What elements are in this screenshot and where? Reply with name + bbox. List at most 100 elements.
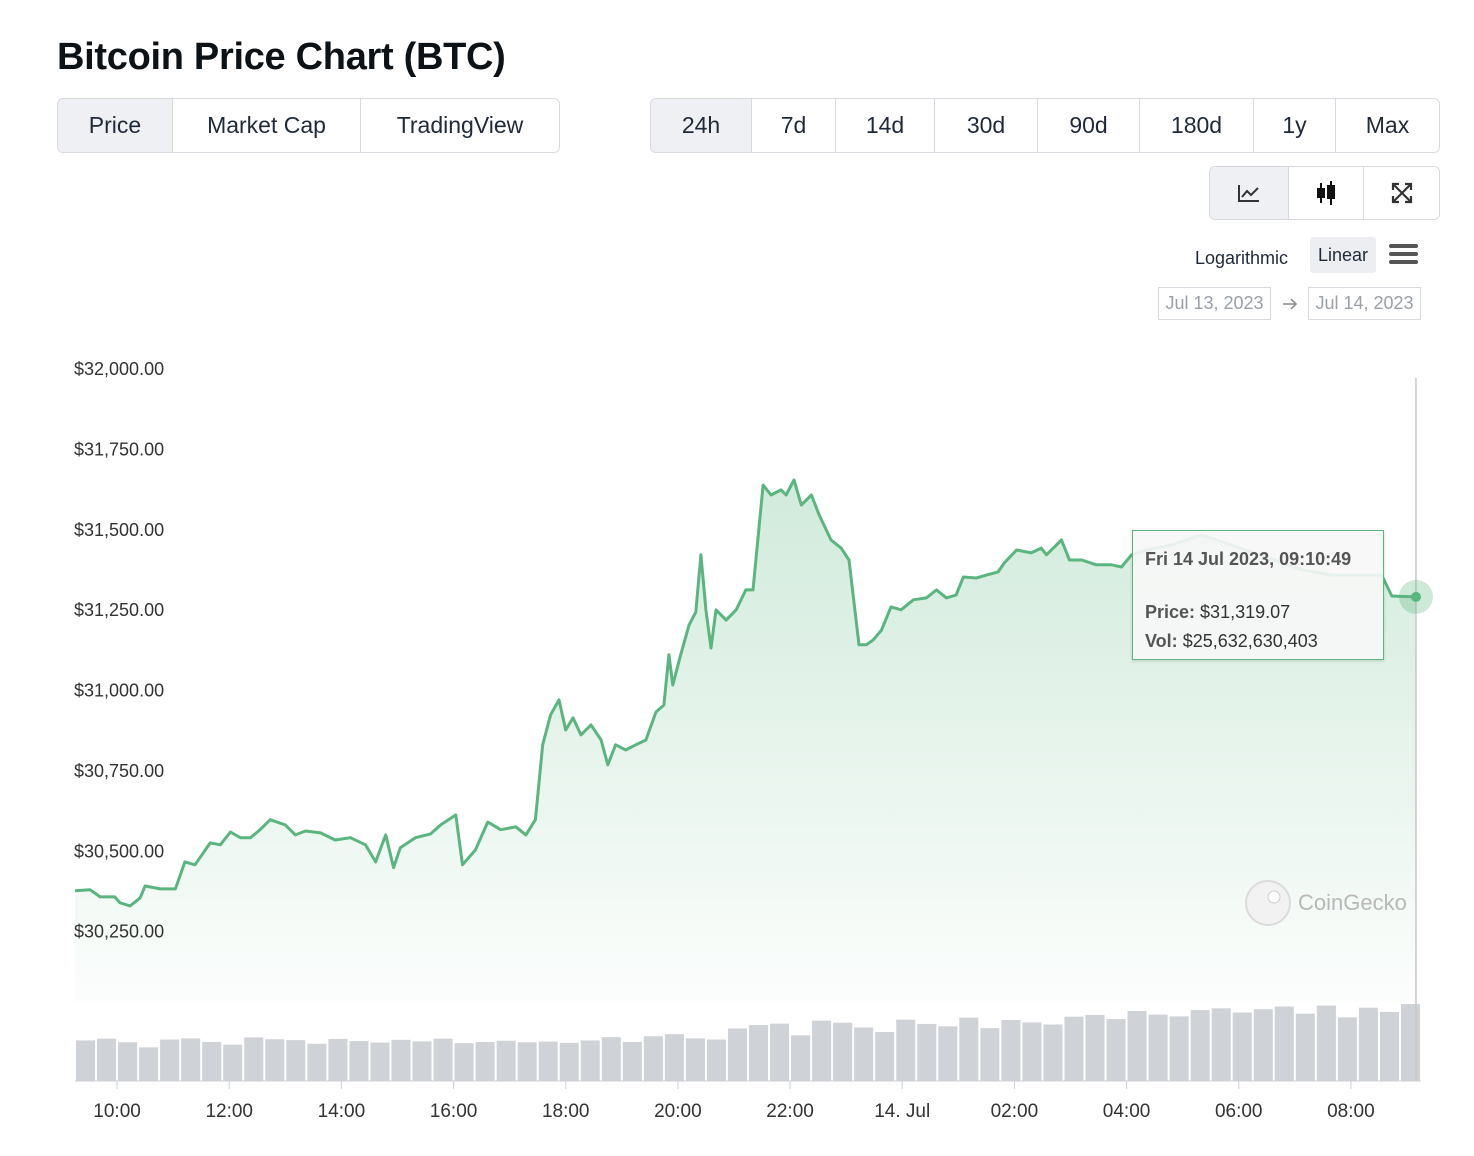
volume-bar — [1274, 1006, 1294, 1081]
range-button[interactable]: 180d — [1140, 99, 1254, 152]
watermark: CoinGecko — [1298, 890, 1407, 915]
volume-bar — [685, 1038, 705, 1081]
volume-bar — [1022, 1022, 1042, 1081]
volume-bar — [181, 1038, 201, 1081]
tooltip-price-row: Price: $31,319.07 — [1145, 602, 1371, 623]
volume-bar — [980, 1028, 1000, 1081]
y-tick-label: $31,500.00 — [74, 520, 164, 540]
tab-group: Price Market Cap TradingView — [57, 98, 560, 153]
tooltip-vol: $25,632,630,403 — [1182, 631, 1318, 651]
volume-bar — [244, 1037, 264, 1081]
volume-bar — [791, 1035, 811, 1081]
x-tick-label: 22:00 — [766, 1101, 814, 1122]
volume-bar — [1001, 1020, 1021, 1081]
menu-icon[interactable] — [1389, 243, 1419, 267]
range-button[interactable]: 7d — [752, 99, 836, 152]
volume-bar — [370, 1042, 390, 1081]
volume-bar — [854, 1027, 874, 1081]
volume-bar — [538, 1041, 558, 1081]
volume-bar — [833, 1022, 853, 1081]
volume-bar — [1169, 1016, 1189, 1081]
y-tick-label: $31,000.00 — [74, 681, 164, 701]
tooltip-price: $31,319.07 — [1200, 602, 1291, 622]
line-chart-button[interactable] — [1210, 167, 1289, 219]
tooltip-price-label: Price: — [1145, 602, 1196, 622]
volume-bar — [496, 1040, 516, 1081]
volume-bar — [959, 1017, 979, 1081]
volume-bar — [118, 1042, 138, 1081]
watermark-eye — [1267, 890, 1281, 904]
volume-bar — [580, 1040, 600, 1081]
range-button[interactable]: 90d — [1038, 99, 1140, 152]
range-button[interactable]: 30d — [935, 99, 1038, 152]
volume-bar — [307, 1043, 327, 1081]
volume-bar — [223, 1044, 243, 1081]
range-button[interactable]: 24h — [651, 99, 752, 152]
volume-bar — [601, 1037, 621, 1081]
volume-bar — [1211, 1008, 1231, 1081]
tooltip-vol-row: Vol: $25,632,630,403 — [1145, 631, 1371, 652]
y-tick-label: $32,000.00 — [74, 359, 164, 379]
expand-icon — [1391, 182, 1412, 204]
volume-bar — [812, 1020, 832, 1081]
y-tick-label: $30,500.00 — [74, 841, 164, 861]
volume-bar — [1064, 1016, 1084, 1081]
x-tick-label: 16:00 — [430, 1101, 478, 1122]
tooltip-date: Fri 14 Jul 2023, 09:10:49 — [1145, 549, 1352, 569]
date-from[interactable]: Jul 13, 2023 — [1158, 287, 1271, 320]
date-to[interactable]: Jul 14, 2023 — [1308, 287, 1421, 320]
candlestick-button[interactable] — [1289, 167, 1364, 219]
volume-bar — [1358, 1007, 1378, 1081]
range-group: 24h 7d 14d 30d 90d 180d 1y Max — [650, 98, 1440, 153]
watermark-logo — [1245, 880, 1291, 926]
x-tick-label: 08:00 — [1327, 1101, 1375, 1122]
x-tick-label: 14. Jul — [874, 1101, 930, 1122]
fullscreen-button[interactable] — [1364, 167, 1439, 219]
volume-bar — [412, 1041, 432, 1081]
log-option[interactable]: Logarithmic — [1195, 248, 1289, 268]
price-line — [74, 478, 1417, 908]
x-tick-label: 10:00 — [93, 1101, 141, 1122]
area — [75, 479, 1416, 1002]
range-button[interactable]: 14d — [836, 99, 935, 152]
volume-bar — [749, 1025, 769, 1081]
volume-bar — [1232, 1012, 1252, 1081]
tab[interactable]: Market Cap — [173, 99, 361, 152]
volume-bar — [328, 1038, 348, 1081]
hover-point — [1410, 591, 1421, 602]
volume-bar — [1316, 1005, 1336, 1081]
volume-bar — [727, 1028, 747, 1081]
range-button[interactable]: 1y — [1254, 99, 1336, 152]
tab[interactable]: Price — [58, 99, 173, 152]
y-tick-label: $30,750.00 — [74, 761, 164, 781]
line-icon — [1238, 185, 1259, 202]
volume-bar — [97, 1038, 117, 1081]
volume-bar — [1295, 1013, 1315, 1081]
range-button[interactable]: Max — [1336, 99, 1439, 152]
volume-bar — [139, 1047, 159, 1081]
volume-bar — [622, 1041, 642, 1081]
x-tick-label: 14:00 — [318, 1101, 366, 1122]
volume-bar — [433, 1038, 453, 1081]
volume-bar — [160, 1039, 180, 1081]
volume-bar — [1400, 1004, 1420, 1081]
linear-option[interactable]: Linear — [1310, 237, 1376, 273]
y-tick-label: $31,250.00 — [74, 600, 164, 620]
x-tick-label: 20:00 — [654, 1101, 702, 1122]
tab[interactable]: TradingView — [361, 99, 559, 152]
volume-bar — [938, 1026, 958, 1081]
volume-bar — [1337, 1017, 1357, 1081]
chart-type-group — [1209, 166, 1440, 220]
candle-icon — [1317, 181, 1335, 205]
tooltip: Fri 14 Jul 2023, 09:10:49 Price: $31,319… — [1132, 530, 1384, 660]
volume-bar — [286, 1040, 306, 1081]
volume-bar — [896, 1019, 916, 1081]
x-tick-label: 04:00 — [1103, 1101, 1151, 1122]
volume-bar — [1379, 1011, 1399, 1081]
volume-bar — [391, 1039, 411, 1081]
volume-bar — [559, 1042, 579, 1081]
x-tick-label: 02:00 — [991, 1101, 1039, 1122]
volume-bar — [917, 1023, 937, 1081]
